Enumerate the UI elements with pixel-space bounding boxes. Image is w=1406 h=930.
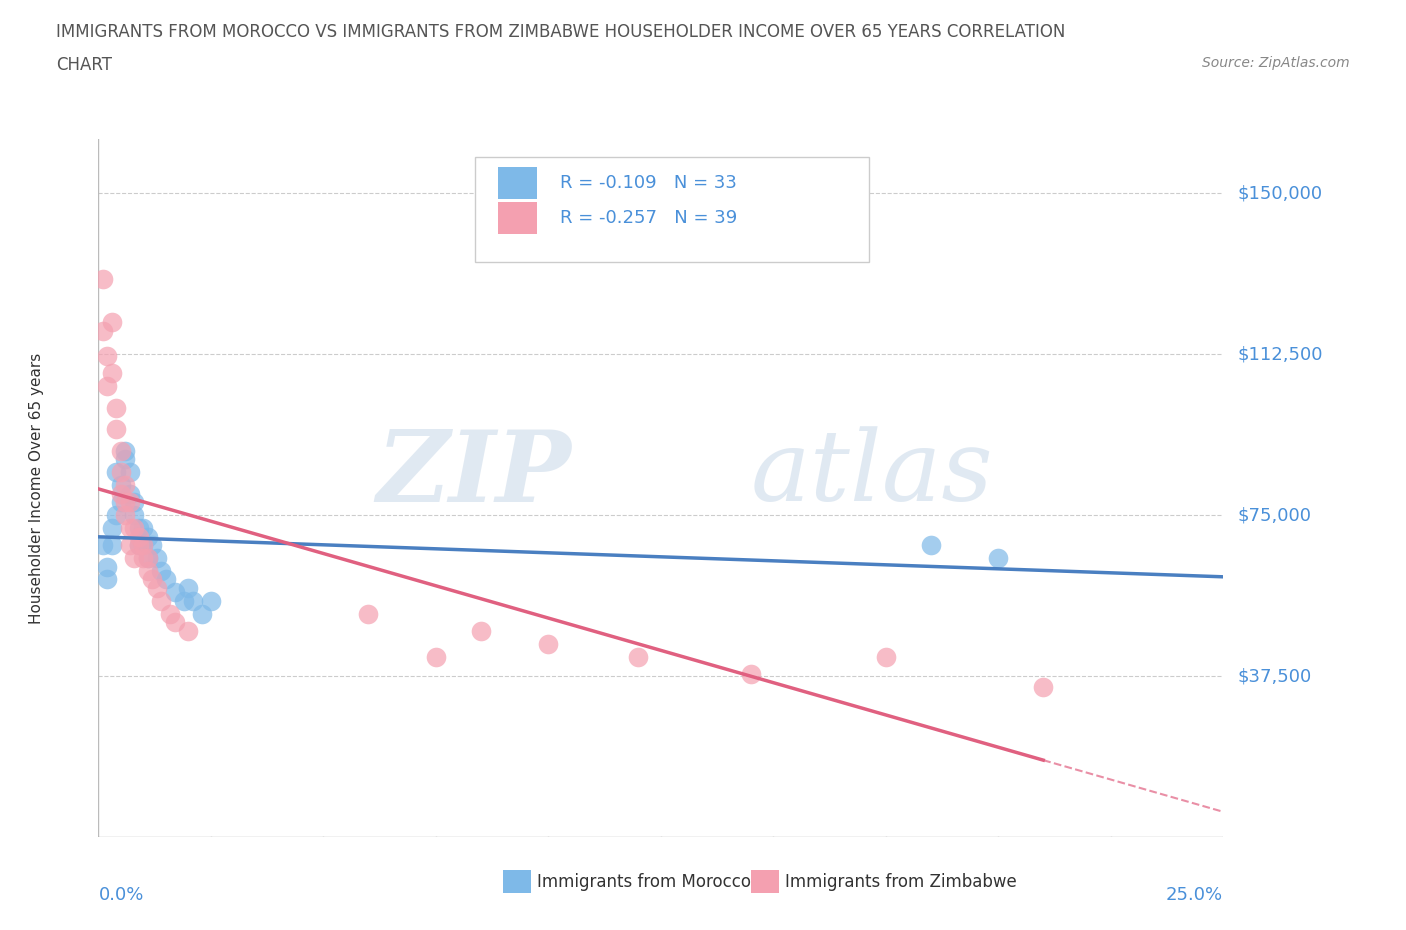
Point xyxy=(91,272,114,286)
Point xyxy=(191,606,214,621)
Text: CHART: CHART xyxy=(56,56,112,73)
Point xyxy=(118,465,141,480)
Point xyxy=(110,478,132,493)
Point xyxy=(101,521,124,536)
Text: Source: ZipAtlas.com: Source: ZipAtlas.com xyxy=(1202,56,1350,70)
Point xyxy=(987,551,1010,565)
Point xyxy=(141,572,163,587)
Point xyxy=(128,529,150,544)
FancyBboxPatch shape xyxy=(498,167,537,199)
Point xyxy=(110,444,132,458)
Point xyxy=(118,486,141,501)
Point xyxy=(96,572,118,587)
Point xyxy=(114,444,136,458)
Point xyxy=(105,400,128,415)
Point xyxy=(110,495,132,510)
Point xyxy=(163,585,186,600)
Point xyxy=(114,508,136,523)
Point xyxy=(110,486,132,501)
Point xyxy=(105,508,128,523)
Point xyxy=(200,593,222,608)
Point xyxy=(150,593,173,608)
Point xyxy=(627,649,650,664)
Point xyxy=(105,422,128,437)
Point xyxy=(128,521,150,536)
Point xyxy=(132,538,155,552)
Point xyxy=(124,551,146,565)
Point xyxy=(114,478,136,493)
Text: R = -0.109   N = 33: R = -0.109 N = 33 xyxy=(560,174,737,193)
Text: R = -0.257   N = 39: R = -0.257 N = 39 xyxy=(560,209,737,227)
Point xyxy=(136,564,159,578)
Point xyxy=(128,538,150,552)
Point xyxy=(91,538,114,552)
Point xyxy=(91,323,114,338)
Point xyxy=(114,452,136,467)
Point xyxy=(875,649,897,664)
Point xyxy=(173,593,195,608)
Text: $75,000: $75,000 xyxy=(1237,506,1312,525)
FancyBboxPatch shape xyxy=(475,157,869,261)
Text: atlas: atlas xyxy=(751,427,994,522)
Text: 25.0%: 25.0% xyxy=(1166,885,1223,904)
Point xyxy=(150,564,173,578)
Point xyxy=(146,551,169,565)
Point xyxy=(132,551,155,565)
Point xyxy=(124,495,146,510)
Text: $37,500: $37,500 xyxy=(1237,667,1312,685)
Text: Householder Income Over 65 years: Householder Income Over 65 years xyxy=(30,352,44,624)
Point xyxy=(118,538,141,552)
Point xyxy=(101,538,124,552)
Point xyxy=(155,572,177,587)
Point xyxy=(159,606,181,621)
Point xyxy=(163,615,186,630)
Text: Immigrants from Morocco: Immigrants from Morocco xyxy=(537,873,751,891)
Text: ZIP: ZIP xyxy=(375,426,571,523)
Point xyxy=(118,495,141,510)
Point xyxy=(96,349,118,364)
Point xyxy=(537,636,560,651)
Text: $150,000: $150,000 xyxy=(1237,184,1323,202)
Point xyxy=(110,465,132,480)
Point xyxy=(114,495,136,510)
Point xyxy=(146,580,169,595)
Point xyxy=(141,538,163,552)
Point xyxy=(920,538,942,552)
Point xyxy=(96,559,118,574)
Text: IMMIGRANTS FROM MOROCCO VS IMMIGRANTS FROM ZIMBABWE HOUSEHOLDER INCOME OVER 65 Y: IMMIGRANTS FROM MOROCCO VS IMMIGRANTS FR… xyxy=(56,23,1066,41)
Point xyxy=(124,508,146,523)
Point xyxy=(118,521,141,536)
Point xyxy=(740,667,762,682)
Point xyxy=(425,649,447,664)
Text: 0.0%: 0.0% xyxy=(98,885,143,904)
Point xyxy=(124,521,146,536)
Point xyxy=(136,551,159,565)
Point xyxy=(101,314,124,329)
Point xyxy=(96,379,118,393)
Point xyxy=(177,623,200,638)
Point xyxy=(105,465,128,480)
Point xyxy=(132,521,155,536)
Text: $112,500: $112,500 xyxy=(1237,345,1323,363)
Point xyxy=(136,529,159,544)
Point xyxy=(357,606,380,621)
Point xyxy=(128,538,150,552)
Point xyxy=(1032,679,1054,694)
Point xyxy=(101,366,124,381)
Point xyxy=(181,593,204,608)
FancyBboxPatch shape xyxy=(751,870,779,893)
FancyBboxPatch shape xyxy=(498,203,537,233)
Point xyxy=(136,551,159,565)
FancyBboxPatch shape xyxy=(503,870,531,893)
Point xyxy=(132,538,155,552)
Text: Immigrants from Zimbabwe: Immigrants from Zimbabwe xyxy=(785,873,1017,891)
Point xyxy=(177,580,200,595)
Point xyxy=(470,623,492,638)
